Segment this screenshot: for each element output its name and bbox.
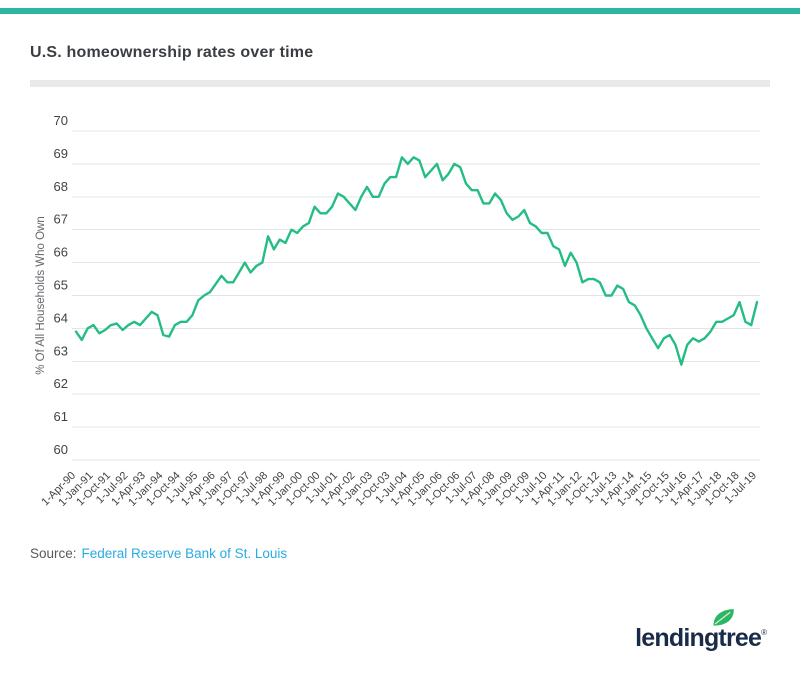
- logo-wordmark: lendingtree: [635, 624, 762, 652]
- y-tick-label: 67: [54, 212, 68, 227]
- y-tick-label: 64: [54, 310, 68, 325]
- y-tick-label: 63: [54, 343, 68, 358]
- y-tick-label: 69: [54, 146, 68, 161]
- source-row: Source: Federal Reserve Bank of St. Louis: [30, 546, 287, 561]
- y-tick-label: 66: [54, 245, 68, 260]
- y-tick-label: 62: [54, 376, 68, 391]
- leaf-icon: [713, 609, 734, 626]
- y-tick-label: 65: [54, 278, 68, 293]
- y-tick-label: 61: [54, 409, 68, 424]
- registered-mark: ®: [761, 628, 767, 637]
- page-title: U.S. homeownership rates over time: [30, 44, 314, 61]
- lendingtree-logo: lendingtree®: [635, 609, 767, 658]
- title-divider: [30, 80, 770, 87]
- y-tick-label: 60: [54, 442, 68, 457]
- source-label: Source:: [30, 546, 77, 561]
- y-tick-label: 68: [54, 179, 68, 194]
- homeownership-line-chart: 60 61 62 63 64 65 66 67 68 69 70 % Of All Household…: [0, 100, 800, 535]
- chart-canvas: 60 61 62 63 64 65 66 67 68 69 70 % Of All Household…: [35, 113, 760, 509]
- y-axis-title: % Of All Households Who Own: [35, 216, 47, 375]
- source-link[interactable]: Federal Reserve Bank of St. Louis: [81, 546, 288, 561]
- top-accent-bar: [0, 8, 800, 14]
- homeownership-rate-line: [74, 156, 759, 366]
- y-tick-label: 70: [54, 113, 68, 128]
